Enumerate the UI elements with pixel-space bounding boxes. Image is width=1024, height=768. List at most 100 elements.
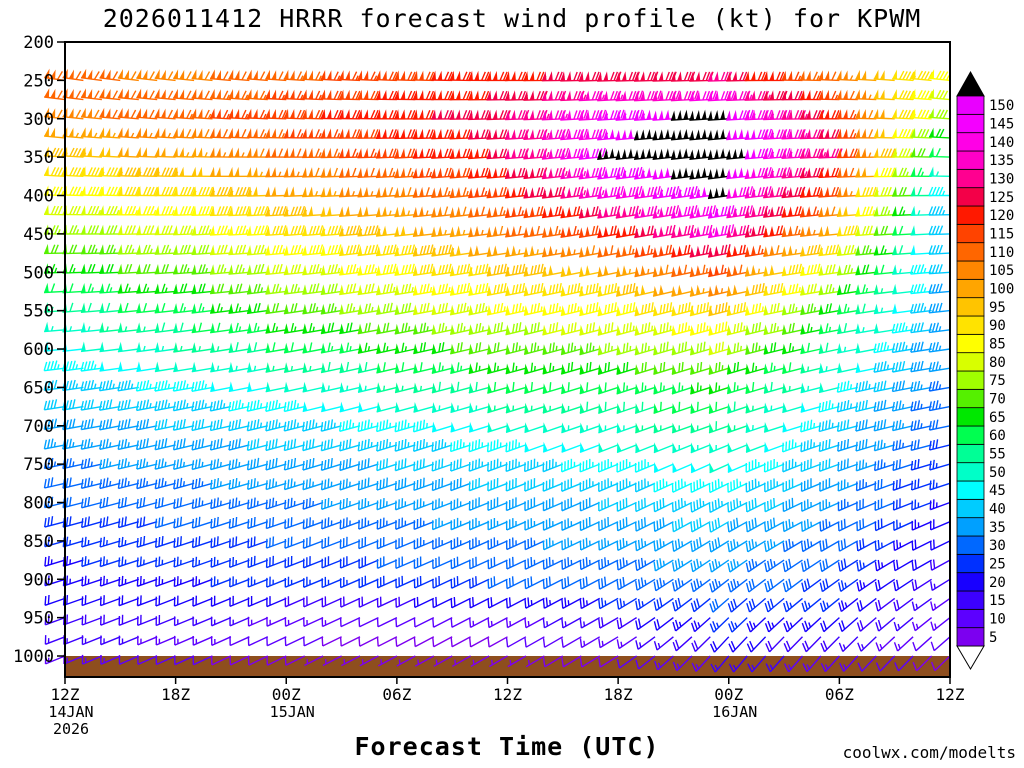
colorbar-cell: [956, 187, 985, 207]
wind-barb: [265, 386, 287, 393]
wind-barb-flag: [597, 148, 615, 160]
wind-barb: [763, 381, 785, 394]
wind-barb: [910, 233, 932, 236]
wind-barb: [302, 303, 324, 315]
wind-barb: [229, 636, 250, 647]
wind-barb-flag: [449, 109, 461, 120]
wind-barb: [616, 478, 637, 493]
wind-barb: [468, 381, 490, 394]
wind-barb-flag: [542, 226, 553, 238]
wind-barb-flag: [376, 265, 381, 276]
wind-barb: [542, 425, 564, 434]
wind-barb: [358, 556, 379, 569]
wind-barb: [856, 617, 877, 632]
wind-barb: [283, 322, 305, 334]
wind-barb-flag: [283, 284, 289, 295]
wind-barb: [763, 90, 788, 101]
wind-barb: [339, 214, 361, 217]
watermark-link[interactable]: coolwx.com/modelts: [843, 743, 1016, 762]
wind-barb: [598, 401, 619, 415]
wind-barb: [209, 186, 234, 197]
wind-barb: [615, 71, 640, 82]
wind-barb-flag: [117, 88, 129, 99]
wind-barb-flag: [209, 186, 215, 196]
wind-barb: [671, 538, 693, 553]
wind-barb: [431, 110, 455, 120]
wind-barb-flag: [44, 243, 49, 254]
wind-barb: [413, 322, 434, 335]
wind-barb: [320, 190, 342, 198]
wind-barb-flag: [745, 363, 750, 374]
wind-barb: [911, 597, 933, 612]
wind-barb: [321, 556, 342, 569]
wind-barb: [799, 206, 821, 218]
wind-barb-flag: [210, 322, 215, 333]
wind-barb: [615, 137, 637, 141]
wind-barb: [634, 137, 656, 141]
wind-barb: [524, 382, 545, 395]
wind-barb: [395, 616, 416, 628]
wind-barb-flag: [597, 187, 609, 199]
wind-barb: [855, 186, 879, 198]
wind-barb: [43, 166, 67, 177]
wind-barb-flag: [542, 363, 548, 374]
wind-barb-flag: [505, 285, 511, 296]
wind-barb: [80, 167, 105, 177]
wind-barb-flag: [634, 305, 640, 316]
wind-barb-flag: [265, 225, 271, 236]
wind-barb-flag: [449, 187, 461, 198]
wind-barb-flag: [855, 362, 861, 373]
wind-barb: [505, 249, 527, 258]
wind-barb: [135, 380, 158, 392]
wind-barb-flag: [357, 284, 363, 295]
wind-barb-flag: [210, 264, 215, 275]
wind-barb: [413, 616, 435, 628]
wind-barb-flag: [708, 226, 719, 238]
wind-barb-flag: [763, 187, 775, 198]
wind-barb-flag: [449, 70, 461, 81]
wind-barb: [727, 597, 748, 613]
wind-barb-flag: [708, 186, 725, 199]
wind-barb-flag: [560, 265, 572, 277]
wind-barb: [524, 478, 545, 492]
wind-barb: [653, 617, 674, 631]
wind-barb: [136, 205, 158, 216]
wind-barb-flag: [450, 382, 455, 393]
wind-barb: [746, 636, 767, 653]
wind-barb: [62, 225, 84, 235]
wind-barb-flag: [800, 382, 806, 393]
wind-barb-flag: [523, 245, 535, 257]
wind-barb: [818, 167, 842, 179]
wind-barb: [394, 263, 416, 276]
wind-barb-flag: [635, 383, 640, 394]
wind-barb-flag: [136, 205, 141, 215]
wind-barb: [709, 597, 730, 613]
wind-barb-flag: [800, 343, 806, 354]
wind-barb: [727, 425, 748, 434]
wind-barb: [781, 186, 806, 199]
wind-barb: [597, 322, 619, 336]
wind-barb-flag: [542, 206, 553, 218]
wind-barb: [579, 342, 600, 356]
wind-barb-flag: [486, 167, 498, 179]
wind-barb: [615, 282, 639, 297]
wind-barb: [652, 224, 676, 239]
colorbar-cell: [956, 132, 985, 152]
wind-barb-flag: [690, 462, 696, 473]
wind-barb: [873, 380, 895, 393]
wind-barb: [710, 655, 730, 673]
wind-barb: [855, 109, 877, 120]
x-axis-title: Forecast Time (UTC): [355, 732, 660, 761]
wind-barb-flag: [375, 148, 387, 158]
wind-barb: [468, 439, 490, 453]
wind-barb-flag: [505, 402, 511, 413]
wind-barb-flag: [468, 402, 474, 413]
wind-barb: [745, 362, 766, 375]
wind-barb: [672, 636, 693, 652]
wind-barb: [542, 271, 563, 277]
wind-barb: [800, 283, 822, 296]
wind-barb: [302, 342, 324, 354]
wind-barb: [505, 322, 527, 336]
wind-barb-flag: [228, 69, 240, 80]
wind-barb: [468, 187, 490, 199]
